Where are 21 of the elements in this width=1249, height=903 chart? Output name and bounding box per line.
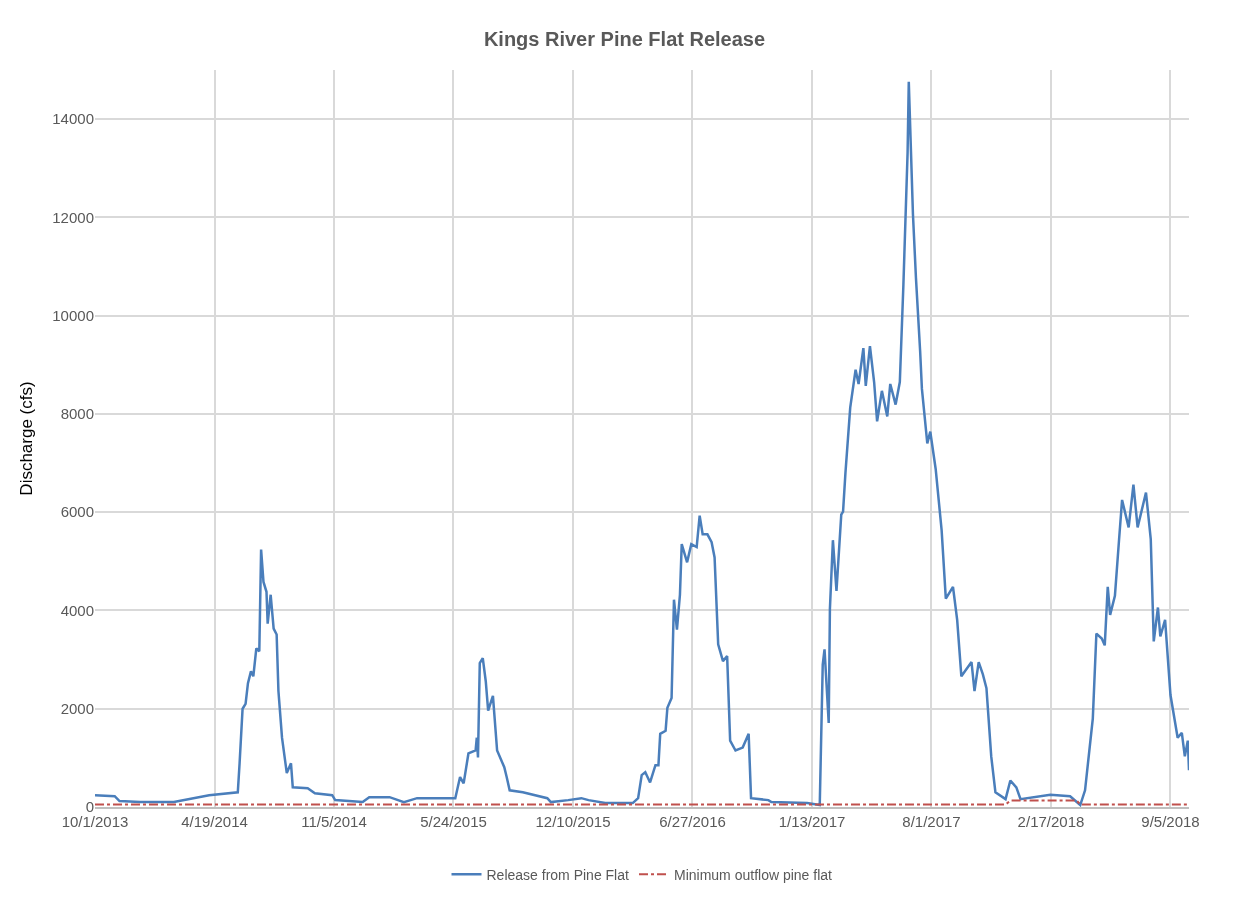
y-tick-label: 2000: [60, 699, 94, 717]
x-tick-label: 1/13/2017: [778, 812, 846, 830]
legend-label: Minimum outflow pine flat: [674, 866, 833, 883]
x-tick-label: 2/17/2018: [1017, 812, 1085, 830]
x-tick-label: 8/1/2017: [902, 812, 961, 830]
y-axis-title: Discharge (cfs): [16, 381, 36, 496]
chart-title: Kings River Pine Flat Release: [483, 27, 766, 50]
legend-label: Release from Pine Flat: [486, 866, 629, 883]
x-tick-label: 12/10/2015: [535, 812, 611, 830]
y-tick-label: 12000: [52, 208, 94, 226]
x-tick-label: 11/5/2014: [301, 812, 367, 830]
y-tick-label: 10000: [52, 306, 94, 324]
y-tick-label: 8000: [60, 405, 94, 423]
y-tick-label: 14000: [52, 110, 94, 128]
x-tick-label: 4/19/2014: [181, 812, 248, 830]
x-tick-label: 6/27/2016: [659, 812, 726, 830]
x-tick-label: 5/24/2015: [420, 812, 487, 830]
y-tick-label: 4000: [60, 601, 94, 619]
line-series: [95, 80, 1189, 807]
y-tick-label: 6000: [60, 503, 94, 521]
x-tick-label: 9/5/2018: [1141, 812, 1200, 830]
